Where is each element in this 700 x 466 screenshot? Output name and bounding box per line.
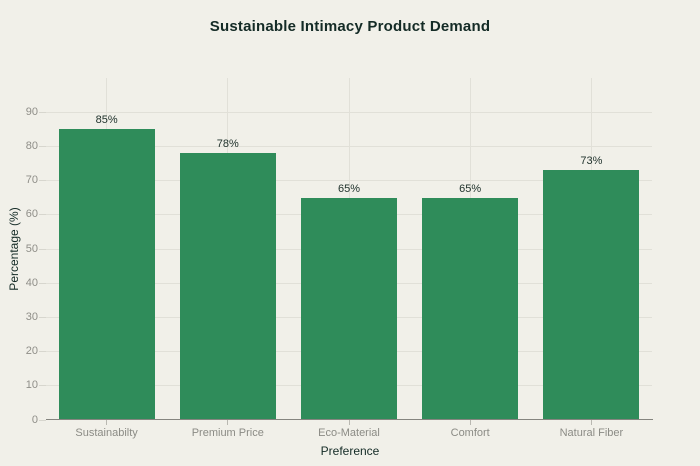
x-tick-label: Natural Fiber <box>559 427 624 439</box>
y-tick-label: 10 <box>25 379 38 392</box>
chart-title: Sustainable Intimacy Product Demand <box>209 18 491 35</box>
y-tick-mark <box>39 385 46 387</box>
x-tick-label: Sustainabilty <box>75 427 138 439</box>
bar-1 <box>179 153 276 420</box>
x-tick-label: Eco-Material <box>318 427 380 439</box>
bar-value-label: 78% <box>216 138 239 151</box>
bar-0 <box>58 129 155 420</box>
bar-4 <box>543 170 640 420</box>
x-tick-label: Premium Price <box>191 427 264 439</box>
y-tick-mark <box>39 214 46 216</box>
y-tick-label: 90 <box>25 105 38 118</box>
bar-value-label: 65% <box>459 182 482 195</box>
y-tick-label: 60 <box>25 208 38 221</box>
x-tick-mark <box>106 420 108 425</box>
y-tick-mark <box>39 248 46 250</box>
y-tick-mark <box>39 145 46 147</box>
bar-value-label: 73% <box>580 155 603 168</box>
y-tick-label: 80 <box>25 139 38 152</box>
x-tick-label: Comfort <box>450 427 490 439</box>
y-tick-label: 70 <box>25 174 38 187</box>
y-tick-mark <box>39 180 46 182</box>
y-tick-mark <box>39 316 46 318</box>
x-axis-line <box>46 419 653 420</box>
x-axis-title: Preference <box>320 444 380 458</box>
y-tick-label: 20 <box>25 345 38 358</box>
y-tick-mark <box>39 111 46 113</box>
x-tick-mark <box>227 420 229 425</box>
y-tick-mark <box>39 282 46 284</box>
bar-3 <box>422 197 519 420</box>
plot-area <box>46 78 652 420</box>
bar-value-label: 85% <box>95 114 118 127</box>
bar-value-label: 65% <box>337 182 361 195</box>
bar-2 <box>301 197 397 420</box>
y-tick-mark <box>39 351 46 353</box>
y-tick-mark <box>39 419 46 421</box>
x-tick-mark <box>590 420 592 425</box>
x-tick-mark <box>469 420 471 425</box>
x-tick-mark <box>348 420 350 425</box>
y-tick-label: 30 <box>25 310 38 323</box>
y-tick-label: 0 <box>31 413 38 426</box>
y-tick-label: 40 <box>25 276 38 289</box>
y-tick-label: 50 <box>25 242 38 255</box>
